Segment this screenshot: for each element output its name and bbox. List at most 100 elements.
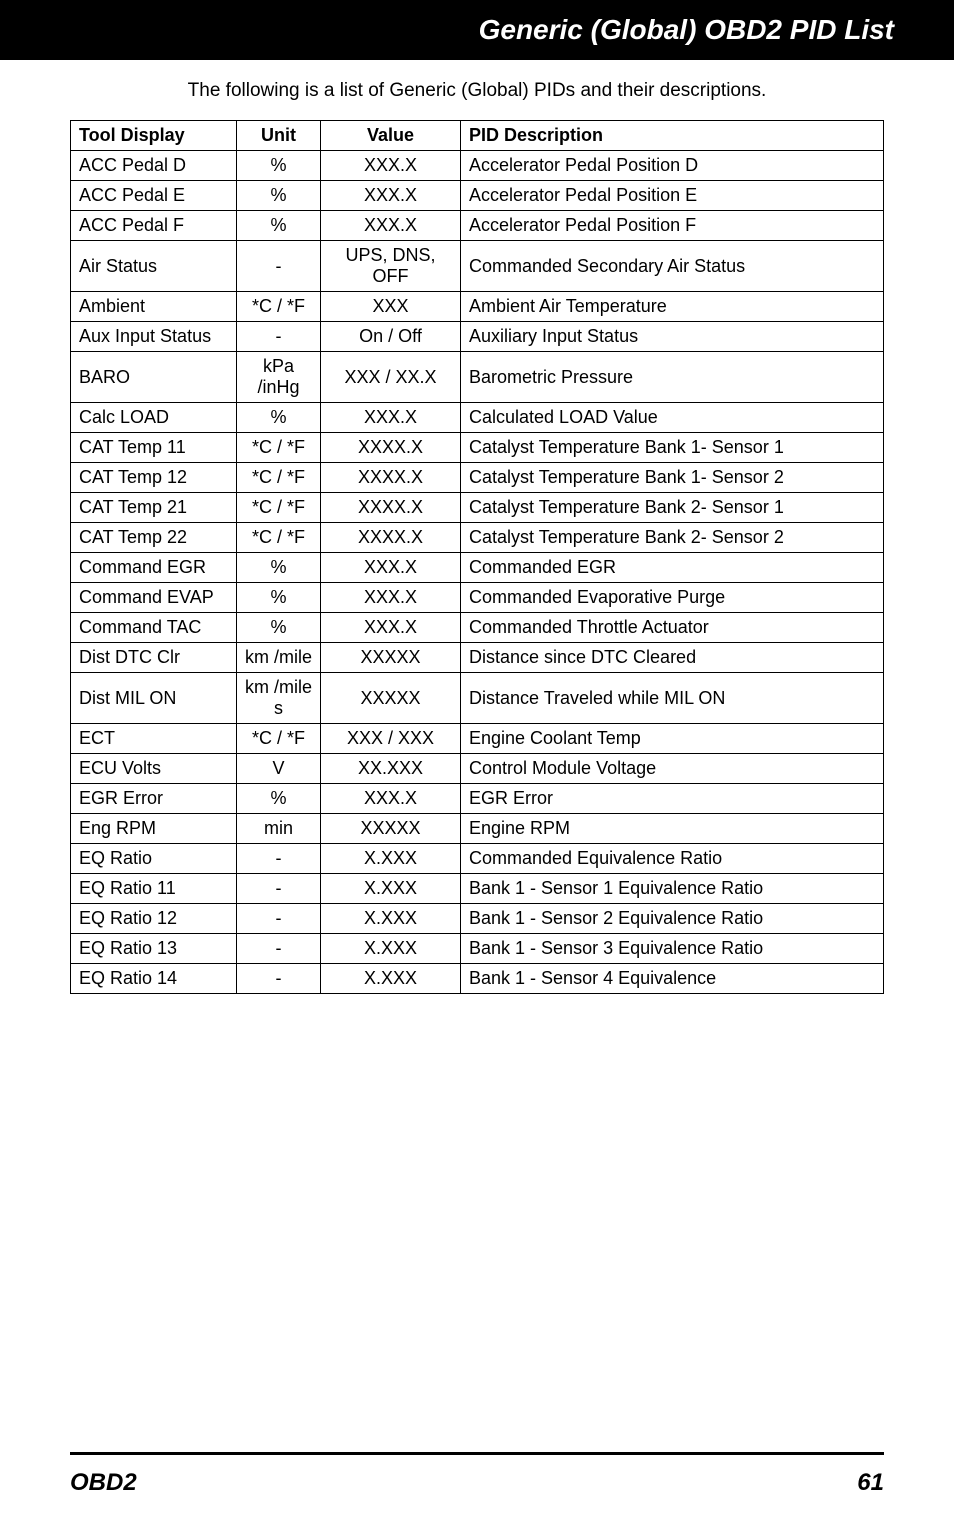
table-row: EQ Ratio 12-X.XXXBank 1 - Sensor 2 Equiv… xyxy=(71,904,884,934)
cell-unit: kPa /inHg xyxy=(237,352,321,403)
cell-tool: Command EVAP xyxy=(71,583,237,613)
cell-value: XXX.X xyxy=(321,613,461,643)
cell-tool: EQ Ratio 12 xyxy=(71,904,237,934)
cell-desc: Bank 1 - Sensor 2 Equivalence Ratio xyxy=(461,904,884,934)
table-row: ACC Pedal D%XXX.XAccelerator Pedal Posit… xyxy=(71,151,884,181)
cell-desc: EGR Error xyxy=(461,784,884,814)
cell-value: XXX / XXX xyxy=(321,724,461,754)
cell-unit: min xyxy=(237,814,321,844)
cell-value: XXX.X xyxy=(321,211,461,241)
cell-unit: % xyxy=(237,583,321,613)
cell-value: X.XXX xyxy=(321,964,461,994)
cell-unit: V xyxy=(237,754,321,784)
cell-tool: Calc LOAD xyxy=(71,403,237,433)
table-row: Eng RPMminXXXXXEngine RPM xyxy=(71,814,884,844)
table-row: EQ Ratio 11-X.XXXBank 1 - Sensor 1 Equiv… xyxy=(71,874,884,904)
table-row: CAT Temp 11*C / *FXXXX.XCatalyst Tempera… xyxy=(71,433,884,463)
header-tool: Tool Display xyxy=(71,121,237,151)
page-header: Generic (Global) OBD2 PID List xyxy=(0,0,954,60)
cell-value: UPS, DNS, OFF xyxy=(321,241,461,292)
cell-tool: Eng RPM xyxy=(71,814,237,844)
cell-value: XXX xyxy=(321,292,461,322)
cell-desc: Accelerator Pedal Position E xyxy=(461,181,884,211)
cell-desc: Auxiliary Input Status xyxy=(461,322,884,352)
table-row: EQ Ratio 14-X.XXXBank 1 - Sensor 4 Equiv… xyxy=(71,964,884,994)
cell-desc: Catalyst Temperature Bank 2- Sensor 1 xyxy=(461,493,884,523)
cell-tool: CAT Temp 12 xyxy=(71,463,237,493)
cell-tool: EQ Ratio 14 xyxy=(71,964,237,994)
cell-tool: Ambient xyxy=(71,292,237,322)
cell-desc: Commanded Secondary Air Status xyxy=(461,241,884,292)
cell-value: X.XXX xyxy=(321,844,461,874)
cell-value: XXXX.X xyxy=(321,493,461,523)
cell-desc: Accelerator Pedal Position D xyxy=(461,151,884,181)
table-row: BAROkPa /inHgXXX / XX.XBarometric Pressu… xyxy=(71,352,884,403)
cell-value: XXX.X xyxy=(321,151,461,181)
cell-unit: % xyxy=(237,553,321,583)
footer-left: OBD2 xyxy=(70,1469,137,1497)
cell-unit: km /mile xyxy=(237,643,321,673)
cell-value: XXXXX xyxy=(321,814,461,844)
footer-right: 61 xyxy=(857,1469,884,1497)
cell-unit: - xyxy=(237,964,321,994)
cell-desc: Control Module Voltage xyxy=(461,754,884,784)
cell-unit: *C / *F xyxy=(237,493,321,523)
table-row: Command EVAP%XXX.XCommanded Evaporative … xyxy=(71,583,884,613)
table-row: CAT Temp 22*C / *FXXXX.XCatalyst Tempera… xyxy=(71,523,884,553)
cell-unit: - xyxy=(237,844,321,874)
table-row: Air Status-UPS, DNS, OFFCommanded Second… xyxy=(71,241,884,292)
table-row: EQ Ratio 13-X.XXXBank 1 - Sensor 3 Equiv… xyxy=(71,934,884,964)
cell-value: X.XXX xyxy=(321,874,461,904)
cell-unit: % xyxy=(237,403,321,433)
cell-unit: % xyxy=(237,784,321,814)
cell-desc: Catalyst Temperature Bank 1- Sensor 2 xyxy=(461,463,884,493)
cell-value: XXX.X xyxy=(321,784,461,814)
cell-value: XXXXX xyxy=(321,673,461,724)
cell-tool: EGR Error xyxy=(71,784,237,814)
cell-tool: ECU Volts xyxy=(71,754,237,784)
cell-unit: % xyxy=(237,211,321,241)
cell-desc: Calculated LOAD Value xyxy=(461,403,884,433)
cell-value: XXX.X xyxy=(321,583,461,613)
cell-unit: % xyxy=(237,613,321,643)
cell-value: XXXX.X xyxy=(321,463,461,493)
table-row: Ambient*C / *FXXXAmbient Air Temperature xyxy=(71,292,884,322)
header-unit: Unit xyxy=(237,121,321,151)
table-row: ECT*C / *FXXX / XXXEngine Coolant Temp xyxy=(71,724,884,754)
cell-desc: Commanded Equivalence Ratio xyxy=(461,844,884,874)
cell-value: XXXX.X xyxy=(321,433,461,463)
page-footer: OBD2 61 xyxy=(0,1432,954,1527)
cell-tool: EQ Ratio 11 xyxy=(71,874,237,904)
cell-desc: Commanded EGR xyxy=(461,553,884,583)
cell-unit: - xyxy=(237,934,321,964)
cell-unit: - xyxy=(237,904,321,934)
cell-tool: CAT Temp 11 xyxy=(71,433,237,463)
cell-unit: % xyxy=(237,181,321,211)
cell-desc: Bank 1 - Sensor 1 Equivalence Ratio xyxy=(461,874,884,904)
cell-tool: Aux Input Status xyxy=(71,322,237,352)
table-row: CAT Temp 21*C / *FXXXX.XCatalyst Tempera… xyxy=(71,493,884,523)
cell-value: On / Off xyxy=(321,322,461,352)
cell-unit: *C / *F xyxy=(237,463,321,493)
cell-desc: Engine RPM xyxy=(461,814,884,844)
table-row: CAT Temp 12*C / *FXXXX.XCatalyst Tempera… xyxy=(71,463,884,493)
cell-unit: - xyxy=(237,874,321,904)
intro-text: The following is a list of Generic (Glob… xyxy=(70,80,884,102)
cell-tool: CAT Temp 22 xyxy=(71,523,237,553)
cell-tool: EQ Ratio xyxy=(71,844,237,874)
cell-desc: Distance Traveled while MIL ON xyxy=(461,673,884,724)
cell-value: XXXXX xyxy=(321,643,461,673)
cell-tool: ECT xyxy=(71,724,237,754)
cell-tool: Dist DTC Clr xyxy=(71,643,237,673)
table-row: Command EGR%XXX.XCommanded EGR xyxy=(71,553,884,583)
cell-unit: - xyxy=(237,322,321,352)
cell-value: XXXX.X xyxy=(321,523,461,553)
cell-tool: ACC Pedal F xyxy=(71,211,237,241)
header-value: Value xyxy=(321,121,461,151)
cell-tool: BARO xyxy=(71,352,237,403)
cell-tool: EQ Ratio 13 xyxy=(71,934,237,964)
table-row: ECU VoltsVXX.XXXControl Module Voltage xyxy=(71,754,884,784)
cell-value: XXX.X xyxy=(321,181,461,211)
cell-desc: Catalyst Temperature Bank 2- Sensor 2 xyxy=(461,523,884,553)
pid-table: Tool Display Unit Value PID Description … xyxy=(70,120,884,994)
